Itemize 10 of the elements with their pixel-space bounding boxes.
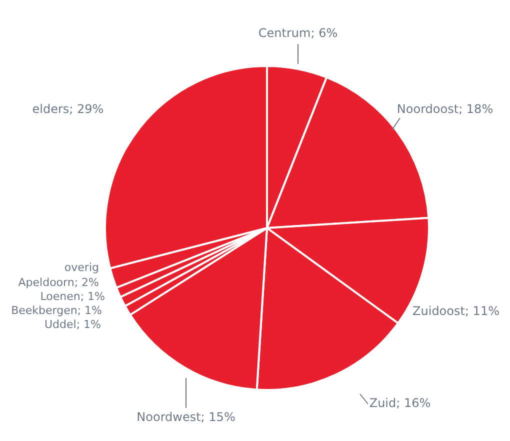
slice-label: Uddel; 1%	[44, 318, 101, 331]
slice-label: Noordoost; 18%	[396, 102, 494, 116]
slice-label: Centrum; 6%	[258, 26, 338, 40]
slice-label: overig Apeldoorn; 2%	[18, 260, 99, 289]
slice-label: Noordwest; 15%	[136, 410, 236, 424]
slice-label: Zuidoost; 11%	[412, 304, 500, 318]
slice-label: Loenen; 1%	[40, 290, 105, 303]
slice-label: Zuid; 16%	[369, 396, 431, 410]
slice-label: Beekbergen; 1%	[11, 304, 102, 317]
slice-label: elders; 29%	[32, 102, 104, 116]
